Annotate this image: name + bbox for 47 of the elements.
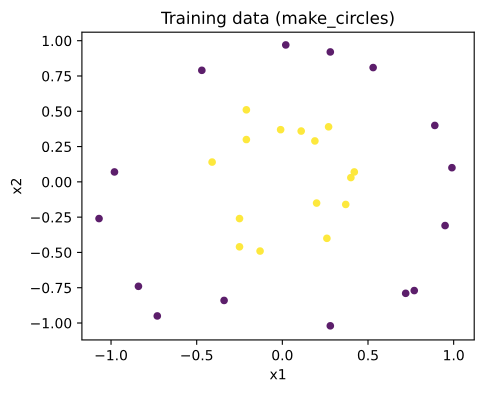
point bbox=[350, 168, 358, 176]
point bbox=[276, 126, 284, 134]
y-tick-label: 0.50 bbox=[42, 106, 72, 117]
point bbox=[236, 242, 244, 251]
point bbox=[220, 296, 228, 304]
x-tick-label: 0.5 bbox=[358, 350, 378, 360]
y-tick-label: −0.25 bbox=[31, 212, 71, 223]
y-tick-label: 0.25 bbox=[42, 142, 71, 152]
point bbox=[134, 282, 142, 290]
point bbox=[402, 290, 410, 298]
point bbox=[242, 106, 250, 114]
y-tick-label: 1.00 bbox=[42, 36, 72, 46]
y-tick-label: −0.50 bbox=[31, 247, 72, 258]
point bbox=[95, 214, 103, 222]
point bbox=[198, 66, 206, 74]
x-axis-title: x1 bbox=[270, 369, 286, 380]
point bbox=[208, 158, 216, 166]
point bbox=[410, 286, 418, 294]
point bbox=[448, 164, 456, 172]
point bbox=[369, 64, 377, 72]
point bbox=[236, 214, 244, 222]
point bbox=[256, 247, 264, 255]
point bbox=[326, 48, 334, 56]
point bbox=[324, 122, 332, 131]
x-tick-label: −1.0 bbox=[96, 350, 127, 360]
chart-title: Training data (make_circles) bbox=[161, 11, 394, 28]
x-tick-label: 1.0 bbox=[444, 350, 464, 360]
point bbox=[326, 322, 334, 330]
point bbox=[242, 136, 250, 144]
point bbox=[153, 312, 162, 320]
point bbox=[312, 199, 320, 207]
point bbox=[297, 127, 305, 135]
point bbox=[342, 200, 350, 208]
point bbox=[431, 122, 439, 130]
y-tick-label: 0.00 bbox=[42, 176, 72, 188]
point bbox=[441, 222, 449, 230]
y-axis-title: x2 bbox=[10, 178, 22, 194]
point bbox=[323, 234, 331, 242]
y-tick-label: 0.75 bbox=[42, 70, 71, 82]
point bbox=[282, 41, 290, 49]
x-tick-label: 0.0 bbox=[272, 350, 292, 360]
x-tick-label: −0.5 bbox=[181, 350, 212, 360]
y-tick-label: −1.00 bbox=[31, 318, 72, 328]
point bbox=[110, 168, 118, 176]
y-tick-label: −0.75 bbox=[31, 282, 71, 294]
point bbox=[347, 174, 355, 182]
point bbox=[311, 137, 319, 145]
